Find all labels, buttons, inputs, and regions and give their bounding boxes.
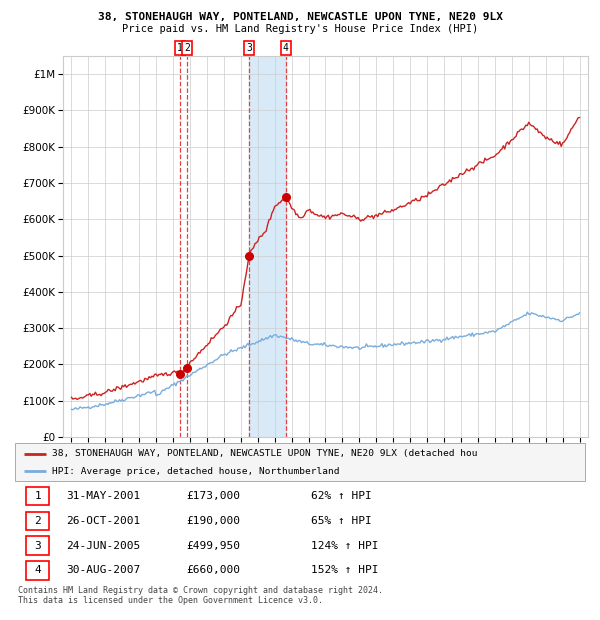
Text: HPI: Average price, detached house, Northumberland: HPI: Average price, detached house, Nort…	[52, 467, 340, 476]
Text: £499,950: £499,950	[186, 541, 240, 551]
Text: £173,000: £173,000	[186, 491, 240, 501]
Text: 4: 4	[34, 565, 41, 575]
FancyBboxPatch shape	[26, 561, 49, 580]
Text: 38, STONEHAUGH WAY, PONTELAND, NEWCASTLE UPON TYNE, NE20 9LX (detached hou: 38, STONEHAUGH WAY, PONTELAND, NEWCASTLE…	[52, 450, 478, 458]
Text: 38, STONEHAUGH WAY, PONTELAND, NEWCASTLE UPON TYNE, NE20 9LX: 38, STONEHAUGH WAY, PONTELAND, NEWCASTLE…	[97, 12, 503, 22]
Text: Contains HM Land Registry data © Crown copyright and database right 2024.
This d: Contains HM Land Registry data © Crown c…	[18, 586, 383, 605]
Text: 30-AUG-2007: 30-AUG-2007	[66, 565, 140, 575]
Text: 1: 1	[177, 43, 183, 53]
Text: 31-MAY-2001: 31-MAY-2001	[66, 491, 140, 501]
FancyBboxPatch shape	[26, 487, 49, 505]
Text: 3: 3	[246, 43, 252, 53]
FancyBboxPatch shape	[26, 512, 49, 530]
FancyBboxPatch shape	[26, 536, 49, 555]
Text: 1: 1	[34, 491, 41, 501]
Text: Price paid vs. HM Land Registry's House Price Index (HPI): Price paid vs. HM Land Registry's House …	[122, 24, 478, 34]
Text: £660,000: £660,000	[186, 565, 240, 575]
Text: 152% ↑ HPI: 152% ↑ HPI	[311, 565, 379, 575]
Text: £190,000: £190,000	[186, 516, 240, 526]
Text: 24-JUN-2005: 24-JUN-2005	[66, 541, 140, 551]
FancyBboxPatch shape	[15, 443, 585, 480]
Text: 2: 2	[34, 516, 41, 526]
Bar	[249, 56, 286, 437]
Text: 3: 3	[34, 541, 41, 551]
Text: 65% ↑ HPI: 65% ↑ HPI	[311, 516, 372, 526]
Text: 62% ↑ HPI: 62% ↑ HPI	[311, 491, 372, 501]
Text: 124% ↑ HPI: 124% ↑ HPI	[311, 541, 379, 551]
Text: 4: 4	[283, 43, 289, 53]
Text: 26-OCT-2001: 26-OCT-2001	[66, 516, 140, 526]
Text: 2: 2	[184, 43, 190, 53]
